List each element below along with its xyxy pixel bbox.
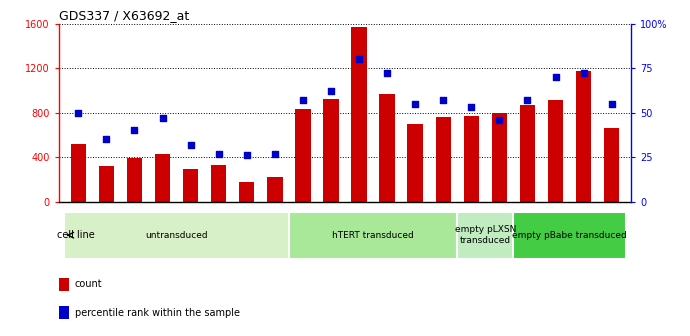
Point <box>382 71 393 76</box>
Point <box>550 74 561 80</box>
FancyBboxPatch shape <box>64 212 289 259</box>
Point <box>297 97 308 103</box>
Bar <box>183 169 198 202</box>
Bar <box>520 105 535 202</box>
Bar <box>239 182 255 202</box>
Bar <box>59 278 69 291</box>
Point <box>241 153 253 158</box>
Bar <box>211 165 226 202</box>
Point <box>578 71 589 76</box>
Point <box>607 101 618 107</box>
Point <box>437 97 448 103</box>
Text: percentile rank within the sample: percentile rank within the sample <box>75 308 239 318</box>
Point <box>522 97 533 103</box>
Bar <box>548 100 563 202</box>
Text: GDS337 / X63692_at: GDS337 / X63692_at <box>59 9 189 23</box>
Point <box>466 104 477 110</box>
Bar <box>464 116 479 202</box>
Bar <box>604 128 620 202</box>
Bar <box>295 109 310 202</box>
Text: untransduced: untransduced <box>146 231 208 240</box>
Point <box>157 115 168 121</box>
Bar <box>70 144 86 202</box>
Text: empty pLXSN
transduced: empty pLXSN transduced <box>455 225 516 245</box>
Bar <box>351 27 367 202</box>
Point <box>213 151 224 156</box>
Bar <box>380 94 395 202</box>
Bar <box>576 71 591 202</box>
Bar <box>492 113 507 202</box>
Point <box>72 110 83 115</box>
Text: count: count <box>75 279 102 289</box>
Point <box>129 128 140 133</box>
FancyBboxPatch shape <box>457 212 513 259</box>
Bar <box>59 306 69 319</box>
Bar <box>435 117 451 202</box>
Bar <box>267 177 282 202</box>
Point <box>410 101 421 107</box>
Point <box>101 136 112 142</box>
Point <box>185 142 196 147</box>
Bar <box>127 158 142 202</box>
FancyBboxPatch shape <box>289 212 457 259</box>
Text: hTERT transduced: hTERT transduced <box>332 231 414 240</box>
Bar <box>155 154 170 202</box>
Bar <box>323 99 339 202</box>
Point <box>494 117 505 122</box>
Text: empty pBabe transduced: empty pBabe transduced <box>512 231 627 240</box>
Bar <box>408 124 423 202</box>
Point <box>353 56 364 62</box>
Bar <box>99 166 114 202</box>
Point <box>326 88 337 94</box>
Text: cell line: cell line <box>57 230 95 240</box>
FancyBboxPatch shape <box>513 212 626 259</box>
Point <box>269 151 280 156</box>
